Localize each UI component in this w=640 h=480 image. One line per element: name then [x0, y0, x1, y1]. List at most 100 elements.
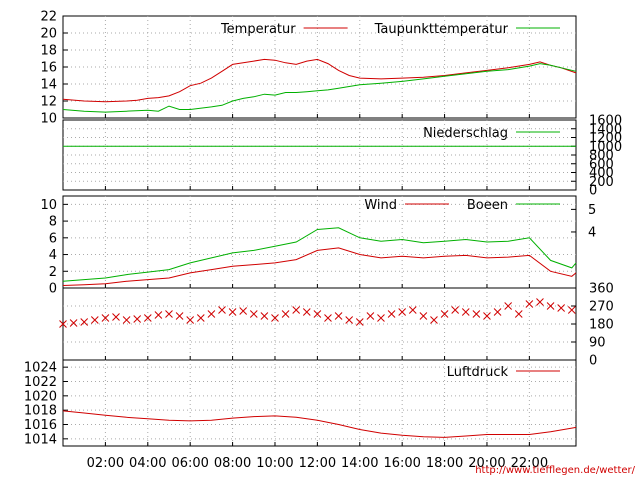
y-tick-label: 1020	[24, 389, 57, 404]
wind-direction-marker	[249, 310, 258, 318]
y-tick-label: 8	[49, 215, 57, 230]
wind-direction-marker	[546, 302, 555, 310]
panel-frame	[62, 359, 577, 447]
source-url[interactable]: http://www.tiefflegen.de/wetter/	[475, 465, 635, 476]
y-tick-label: 4	[49, 248, 57, 263]
wind-direction-marker	[302, 308, 311, 316]
x-tick-label: 22:00	[511, 456, 548, 471]
luftdruck-line	[62, 410, 577, 438]
y-tick-label-right: 0	[589, 184, 597, 199]
y-tick-label: 1016	[24, 418, 57, 433]
y-tick-label: 2	[49, 265, 57, 280]
wind-direction-marker	[472, 310, 481, 318]
x-tick-label: 08:00	[214, 456, 251, 471]
y-tick-label: 10	[40, 198, 57, 213]
wind-direction-marker	[313, 310, 322, 318]
y-tick-label-right: 1400	[589, 122, 622, 137]
wind-direction-marker	[504, 302, 513, 310]
wind-direction-marker	[483, 312, 491, 320]
x-tick-label: 20:00	[468, 456, 505, 471]
y-tick-label: 1014	[24, 432, 57, 447]
legend-label: Wind	[364, 198, 397, 213]
y-tick-label-right: 600	[589, 157, 614, 172]
wind-direction-marker	[90, 316, 99, 324]
wind-direction-marker	[324, 314, 332, 322]
wind-direction-marker	[186, 316, 195, 324]
wind-direction-marker	[80, 318, 89, 326]
wind-direction-marker	[345, 316, 354, 324]
wind-direction-marker	[451, 306, 460, 314]
y-tick-label: 0	[49, 282, 57, 297]
wind-direction-markers	[59, 298, 576, 328]
wind-direction-marker	[101, 314, 110, 322]
wind-line	[62, 247, 577, 286]
y-tick-label-right: 0	[589, 354, 597, 369]
wind-direction-marker	[122, 316, 131, 324]
wind-direction-marker	[218, 306, 226, 314]
bft-tick-label: 4	[588, 225, 596, 240]
x-tick-label: 06:00	[171, 456, 208, 471]
y-tick-label: 1022	[24, 375, 57, 390]
wind-direction-marker	[408, 306, 417, 314]
wind-direction-marker	[207, 310, 216, 318]
legend-label: Boeen	[467, 198, 508, 213]
x-tick-label: 12:00	[299, 456, 336, 471]
bft-tick-label: 5	[588, 203, 596, 218]
wind-direction-marker	[165, 310, 173, 318]
legend-label: Temperatur	[220, 22, 296, 37]
y-tick-label: 14	[40, 78, 57, 93]
wind-direction-marker	[514, 310, 523, 318]
x-tick-label: 04:00	[129, 456, 166, 471]
wind-direction-marker	[228, 308, 237, 316]
boeen-line	[62, 227, 577, 282]
temperatur-line	[62, 58, 577, 103]
wind-direction-marker	[557, 304, 566, 312]
y-tick-label: 22	[40, 10, 57, 25]
wind-direction-marker	[69, 319, 78, 327]
wind-direction-marker	[154, 311, 163, 319]
wind-direction-marker	[493, 308, 502, 316]
wind-direction-marker	[398, 308, 407, 316]
y-tick-label-right: 200	[589, 175, 614, 190]
y-tick-label-right: 180	[589, 318, 614, 333]
y-tick-label-right: 800	[589, 149, 614, 164]
x-tick-label: 14:00	[341, 456, 378, 471]
wind-direction-marker	[260, 312, 269, 320]
wind-direction-marker	[196, 314, 205, 322]
legend-label: Luftdruck	[447, 365, 509, 380]
y-tick-label-right: 270	[589, 300, 614, 315]
y-tick-label-right: 90	[589, 336, 606, 351]
wind-direction-marker	[567, 306, 576, 314]
wind-direction-marker	[133, 315, 142, 323]
y-tick-label: 18	[40, 44, 57, 59]
wind-direction-marker	[271, 314, 279, 322]
y-tick-label: 6	[49, 231, 57, 246]
wind-direction-marker	[292, 306, 301, 314]
wind-direction-marker	[334, 312, 343, 320]
wind-direction-marker	[440, 310, 449, 318]
y-tick-label: 1024	[24, 361, 57, 376]
wind-direction-marker	[175, 312, 184, 320]
wind-direction-marker	[239, 307, 248, 315]
wind-direction-marker	[387, 310, 396, 318]
wind-direction-marker	[366, 312, 375, 320]
wind-direction-marker	[112, 313, 120, 321]
wind-direction-marker	[430, 316, 438, 324]
wind-direction-marker	[355, 318, 364, 326]
x-tick-label: 02:00	[87, 456, 124, 471]
y-tick-label-right: 360	[589, 282, 614, 297]
y-tick-label: 20	[40, 27, 57, 42]
x-tick-label: 16:00	[383, 456, 420, 471]
y-tick-label-right: 400	[589, 166, 614, 181]
x-tick-label: 10:00	[256, 456, 293, 471]
wind-direction-marker	[143, 314, 152, 322]
legend-label: Taupunkttemperatur	[374, 22, 509, 37]
y-tick-label: 16	[40, 61, 57, 76]
y-tick-label-right: 1000	[589, 140, 622, 155]
wind-direction-marker	[525, 300, 534, 308]
y-tick-label: 10	[40, 112, 57, 127]
y-tick-label: 12	[40, 95, 57, 110]
y-tick-label-right: 1200	[589, 131, 622, 146]
